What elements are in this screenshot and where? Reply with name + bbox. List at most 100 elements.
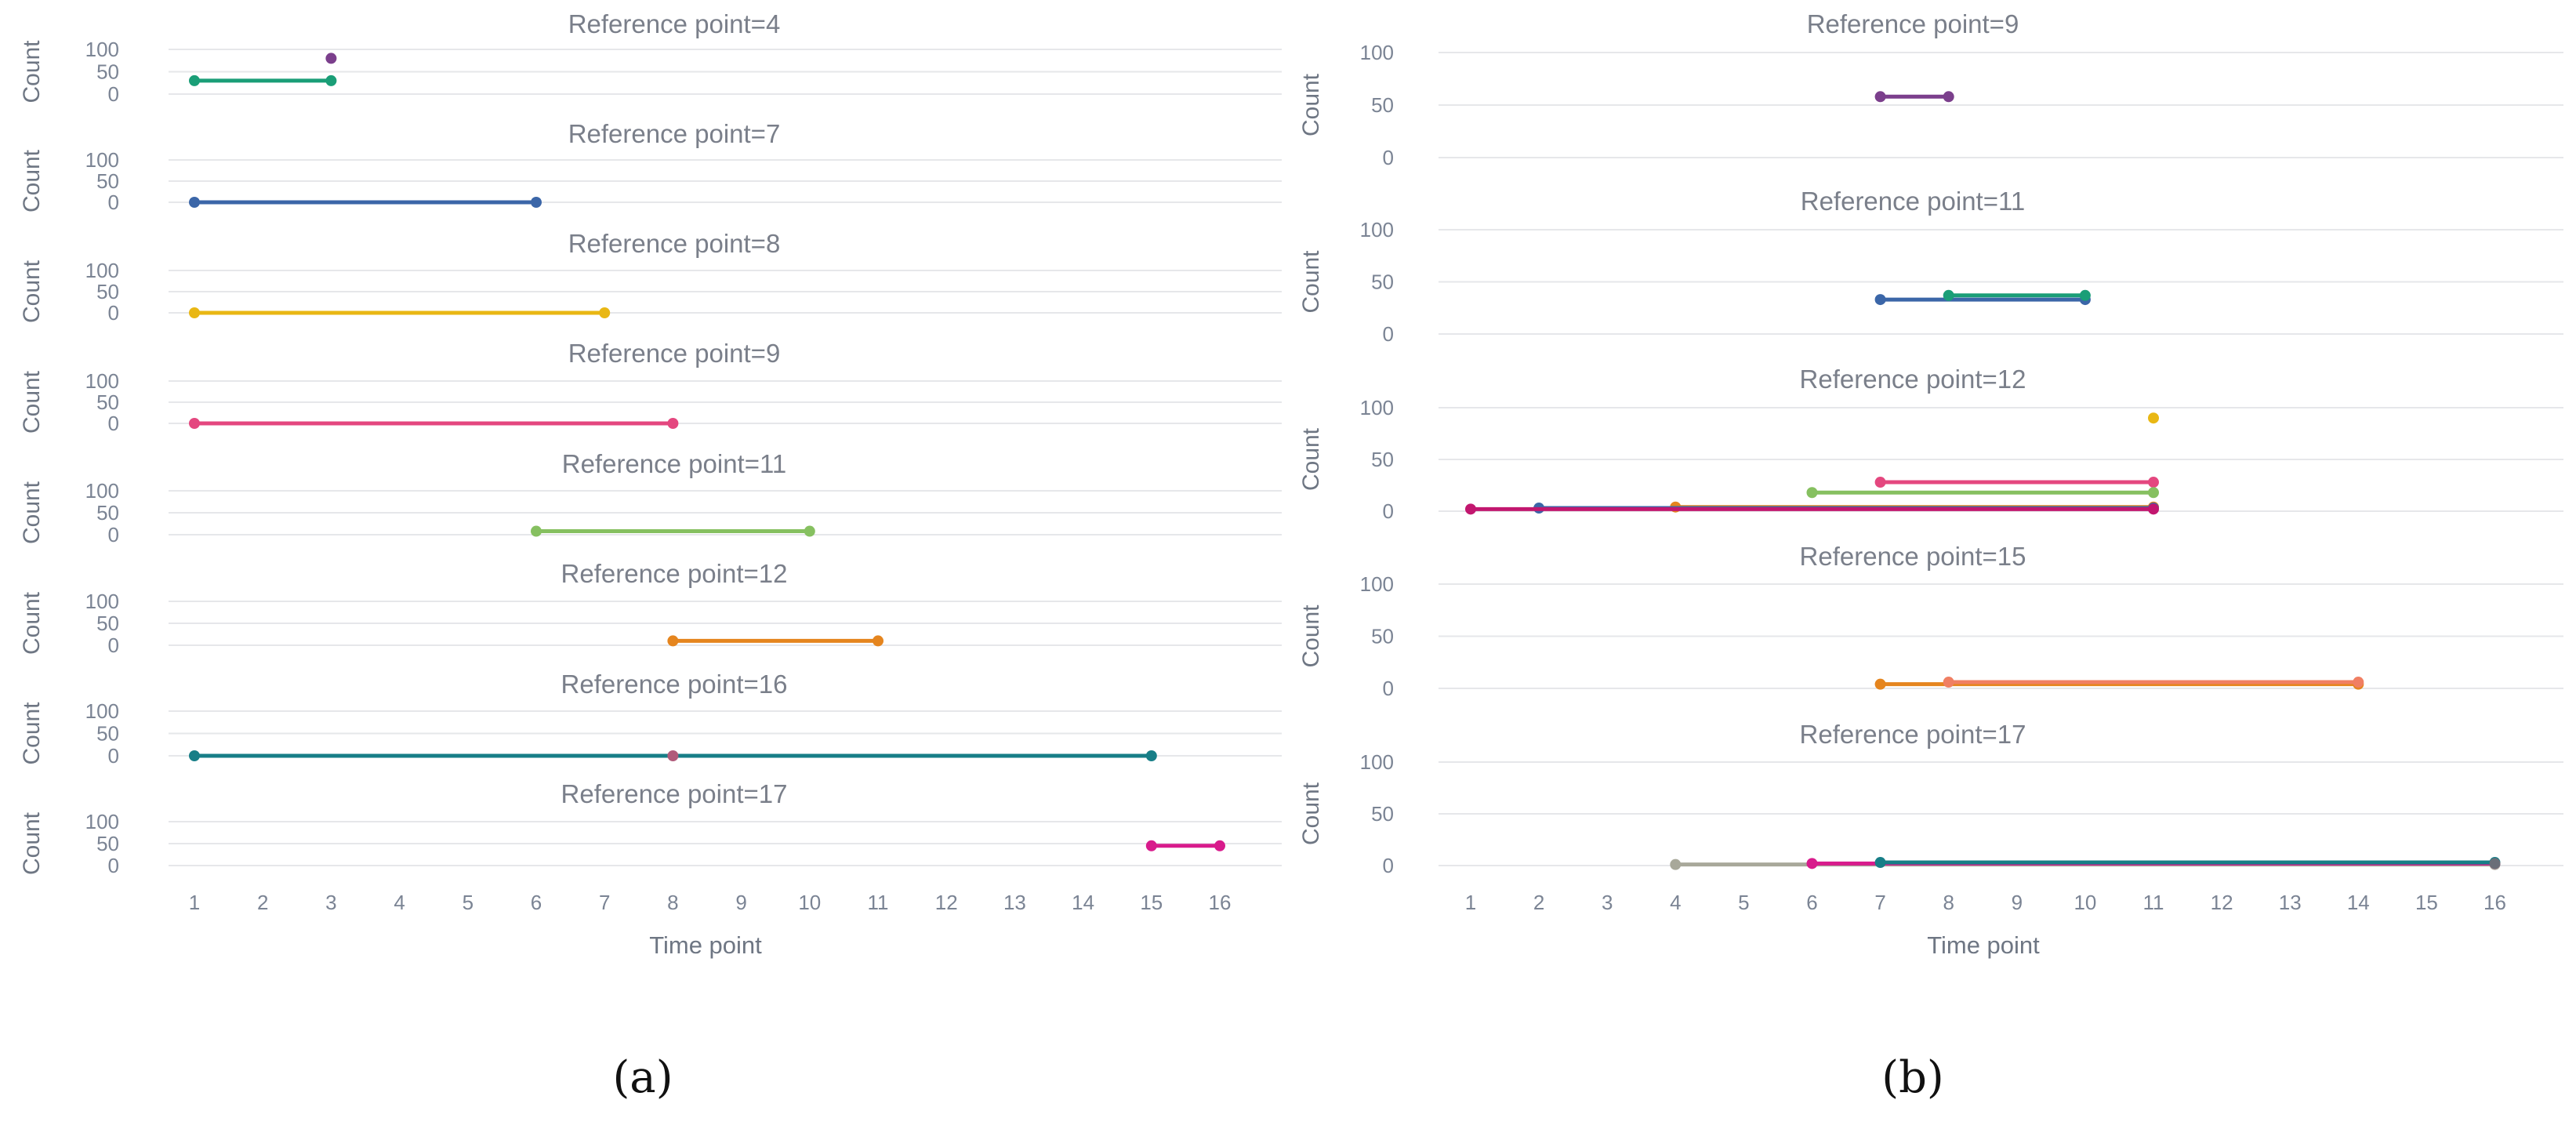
data-point: [667, 750, 679, 761]
series-1: [189, 418, 679, 429]
panel-title: Reference point=17: [561, 779, 788, 808]
data-point: [189, 750, 200, 761]
series-4: [2489, 858, 2501, 869]
series-1: [2148, 412, 2159, 424]
data-point: [189, 418, 200, 429]
y-tick-label: 0: [1383, 854, 1394, 877]
data-point: [1214, 840, 1225, 851]
panel-title: Reference point=8: [568, 229, 781, 258]
x-tick-label: 2: [257, 891, 268, 914]
panel-title: Reference point=16: [561, 670, 788, 699]
series-1: [667, 635, 883, 647]
panel-4: 0 50 100 Count Reference point=15: [1298, 542, 2563, 700]
series-6: [1465, 503, 2159, 515]
y-tick-label: 0: [108, 854, 119, 877]
series-1: [189, 197, 542, 208]
x-tick-label: 3: [1602, 891, 1613, 914]
y-tick-label: 100: [85, 259, 119, 282]
x-tick-label: 7: [1874, 891, 1885, 914]
y-tick-label: 100: [1360, 396, 1394, 419]
y-tick-label: 100: [85, 590, 119, 613]
y-tick-label: 50: [96, 832, 119, 855]
data-point: [189, 74, 200, 86]
data-point: [1874, 857, 1886, 869]
data-point: [1943, 91, 1954, 103]
panel-3: 0 50 100 Count Reference point=12: [1298, 365, 2563, 523]
x-tick-label: 11: [868, 891, 889, 914]
series-1: [531, 525, 815, 537]
data-point: [1874, 91, 1886, 103]
data-point: [1806, 487, 1818, 499]
y-tick-label: 100: [85, 479, 119, 503]
y-tick-label: 100: [85, 369, 119, 393]
x-tick-label: 14: [2347, 891, 2370, 914]
data-point: [2148, 487, 2159, 499]
panel-2: 0 50 100 Count Reference point=11: [1298, 187, 2563, 346]
series-2: [667, 750, 679, 761]
x-tick-label: 8: [667, 891, 678, 914]
y-tick-label: 100: [1360, 750, 1394, 774]
y-tick-label: 0: [1383, 146, 1394, 169]
x-tick-label: 5: [1738, 891, 1749, 914]
y-axis-label: Count: [1298, 427, 1324, 491]
x-tick-label: 11: [2143, 891, 2164, 914]
series-1: [189, 74, 337, 86]
y-axis-label: Count: [19, 149, 45, 212]
x-tick-label: 13: [1003, 891, 1026, 914]
y-tick-label: 100: [1360, 572, 1394, 596]
x-tick-label: 8: [1943, 891, 1954, 914]
x-tick-label: 10: [2073, 891, 2096, 914]
series-1: [1874, 91, 1954, 103]
data-point: [804, 525, 815, 537]
y-tick-label: 50: [96, 390, 119, 414]
x-axis-label: Time point: [1927, 931, 2040, 959]
series-3: [1806, 487, 2159, 499]
y-tick-label: 0: [108, 633, 119, 657]
data-point: [1874, 477, 1886, 488]
series-1: [1145, 840, 1225, 851]
series-2: [1943, 289, 2091, 301]
y-tick-label: 0: [108, 301, 119, 325]
data-point: [1145, 840, 1157, 851]
y-axis-label: Count: [19, 811, 45, 875]
x-tick-label: 10: [798, 891, 821, 914]
y-tick-label: 50: [1371, 270, 1394, 294]
y-tick-label: 50: [96, 169, 119, 193]
data-point: [189, 197, 200, 208]
y-axis-label: Count: [19, 260, 45, 323]
data-point: [1670, 859, 1682, 870]
data-point: [1806, 858, 1818, 869]
series-2: [325, 53, 337, 64]
y-tick-label: 0: [1383, 499, 1394, 523]
y-tick-label: 100: [1360, 218, 1394, 241]
y-tick-label: 50: [96, 612, 119, 635]
y-tick-label: 0: [108, 82, 119, 106]
y-axis-label: Count: [1298, 604, 1324, 668]
panel-5: 0 50 100 Count Reference point=17: [1298, 720, 2563, 877]
x-tick-label: 9: [735, 891, 746, 914]
x-tick-label: 1: [189, 891, 200, 914]
x-tick-label: 15: [2415, 891, 2438, 914]
x-tick-label: 1: [1465, 891, 1476, 914]
y-tick-label: 0: [108, 523, 119, 546]
x-tick-label: 14: [1072, 891, 1094, 914]
series-1: [189, 307, 611, 318]
y-axis-label: Count: [1298, 73, 1324, 136]
data-point: [1145, 750, 1157, 761]
y-tick-label: 0: [1383, 322, 1394, 346]
x-tick-label: 4: [394, 891, 405, 914]
data-point: [2353, 677, 2364, 688]
panel-title: Reference point=9: [1807, 9, 2019, 38]
x-tick-label: 4: [1670, 891, 1681, 914]
panel-title: Reference point=17: [1800, 720, 2026, 749]
data-point: [667, 418, 679, 429]
y-tick-label: 50: [1371, 448, 1394, 471]
x-tick-label: 6: [531, 891, 542, 914]
data-point: [2148, 503, 2159, 515]
panel-title: Reference point=7: [568, 119, 781, 148]
